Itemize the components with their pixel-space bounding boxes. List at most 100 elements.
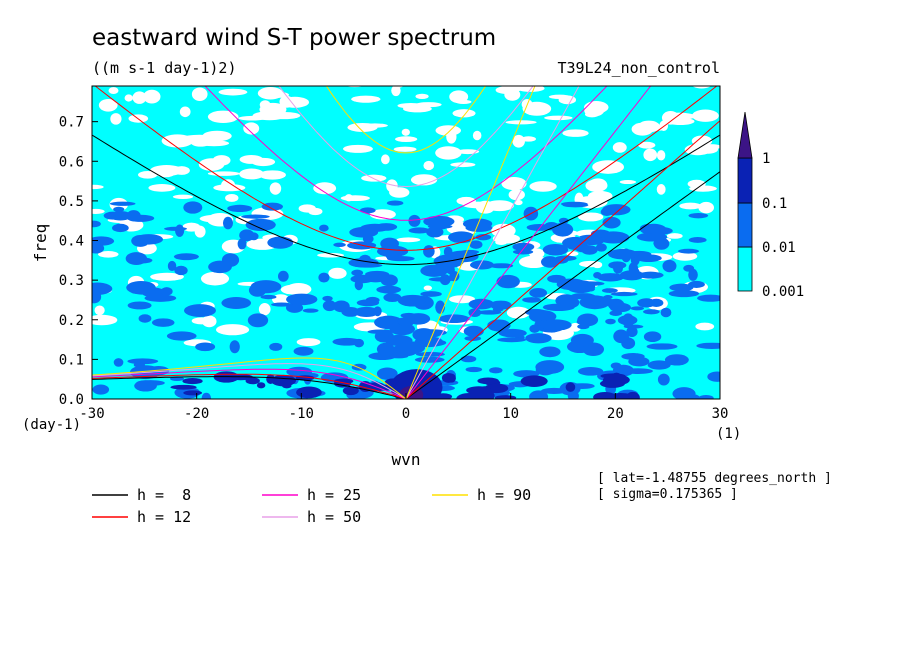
- medium-power-patch: [164, 226, 187, 231]
- y-axis-label: freq: [31, 224, 50, 263]
- medium-power-patch: [595, 243, 607, 252]
- dispersion-kelvin-h90: [405, 86, 536, 399]
- low-power-patch: [285, 283, 312, 296]
- medium-power-patch: [498, 328, 527, 338]
- low-power-patch: [92, 208, 105, 214]
- low-power-patch: [435, 125, 461, 136]
- high-power-patch: [170, 384, 197, 390]
- medium-power-patch: [221, 253, 240, 267]
- low-power-patch: [132, 91, 147, 104]
- y-tick-label: 0.7: [59, 115, 84, 131]
- medium-power-patch: [426, 226, 444, 238]
- low-power-patch: [143, 89, 161, 104]
- medium-power-patch: [542, 243, 569, 256]
- medium-power-patch: [653, 239, 668, 248]
- medium-power-patch: [605, 318, 616, 325]
- medium-power-patch: [643, 331, 662, 343]
- low-power-patch: [212, 155, 231, 166]
- low-power-patch: [638, 141, 656, 149]
- medium-power-patch: [558, 225, 572, 237]
- low-power-patch: [544, 115, 573, 121]
- low-power-patch: [584, 101, 609, 114]
- high-power-patch: [447, 373, 456, 383]
- medium-power-patch: [167, 260, 177, 272]
- medium-power-patch: [151, 318, 175, 327]
- x-axis-label: wvn: [392, 450, 421, 469]
- medium-power-patch: [269, 342, 283, 351]
- medium-power-patch: [647, 360, 671, 370]
- medium-power-patch: [601, 288, 618, 294]
- low-power-patch: [472, 130, 482, 141]
- legend-label: h = 12: [137, 508, 191, 526]
- medium-power-patch: [529, 324, 540, 333]
- medium-power-patch: [378, 248, 388, 255]
- high-power-patch: [434, 393, 453, 399]
- low-power-patch: [172, 194, 194, 200]
- low-power-patch: [656, 150, 666, 161]
- low-power-patch: [692, 109, 719, 122]
- medium-power-patch: [683, 264, 695, 272]
- legend-label: h = 25: [307, 486, 361, 504]
- medium-power-patch: [414, 356, 445, 363]
- medium-power-patch: [109, 210, 132, 221]
- medium-power-patch: [496, 274, 520, 289]
- high-power-patch: [565, 382, 576, 392]
- low-power-patch: [191, 317, 212, 325]
- low-power-patch: [566, 251, 579, 257]
- high-power-patch: [296, 386, 322, 399]
- medium-power-patch: [318, 272, 330, 283]
- medium-power-patch: [696, 342, 720, 349]
- medium-power-patch: [400, 312, 418, 319]
- low-power-patch: [221, 179, 236, 192]
- medium-power-patch: [245, 218, 276, 231]
- colorbar-level-label: 0.1: [762, 196, 787, 212]
- low-power-patch: [173, 166, 190, 175]
- low-power-patch: [592, 261, 603, 269]
- low-power-patch: [389, 70, 420, 82]
- dispersion-gravity-h25: [204, 86, 608, 221]
- low-power-patch: [528, 72, 556, 81]
- dispersion-kelvin-h25: [405, 86, 652, 399]
- colorbar-segment: [737, 246, 753, 292]
- low-power-patch: [520, 136, 537, 142]
- medium-power-patch: [441, 262, 455, 271]
- low-power-patch: [423, 160, 435, 171]
- medium-power-patch: [672, 387, 696, 399]
- medium-power-patch: [668, 290, 700, 298]
- high-power-patch: [616, 394, 630, 399]
- medium-power-patch: [525, 333, 552, 344]
- low-power-patch: [259, 170, 286, 180]
- medium-power-patch: [539, 346, 561, 358]
- medium-power-patch: [373, 306, 382, 317]
- medium-power-patch: [92, 220, 101, 228]
- medium-power-patch: [227, 204, 253, 213]
- low-power-patch: [346, 86, 364, 88]
- medium-power-patch: [541, 256, 559, 268]
- high-power-patch: [466, 386, 492, 395]
- low-power-patch: [695, 322, 715, 331]
- low-power-patch: [218, 88, 248, 96]
- low-power-patch: [656, 184, 666, 195]
- medium-power-patch: [555, 255, 577, 261]
- medium-power-patch: [92, 290, 102, 304]
- low-power-patch: [672, 251, 698, 261]
- high-power-patch: [183, 390, 203, 396]
- medium-power-patch: [460, 355, 477, 363]
- low-power-patch: [663, 112, 696, 120]
- low-power-patch: [98, 251, 119, 258]
- medium-power-patch: [322, 295, 333, 302]
- x-tick-label: 10: [502, 406, 519, 422]
- low-power-patch: [514, 199, 523, 206]
- medium-power-patch: [397, 317, 409, 326]
- medium-power-patch: [469, 260, 494, 270]
- low-power-patch: [501, 176, 527, 191]
- low-power-patch: [612, 142, 627, 153]
- medium-power-patch: [607, 248, 638, 260]
- medium-power-patch: [271, 302, 293, 307]
- x-tick-label: -10: [289, 406, 314, 422]
- medium-power-patch: [469, 240, 483, 249]
- dispersion-gravity-h90: [325, 86, 487, 154]
- colorbar-level-label: 1: [762, 151, 770, 167]
- medium-power-patch: [134, 380, 157, 392]
- medium-power-patch: [529, 390, 549, 399]
